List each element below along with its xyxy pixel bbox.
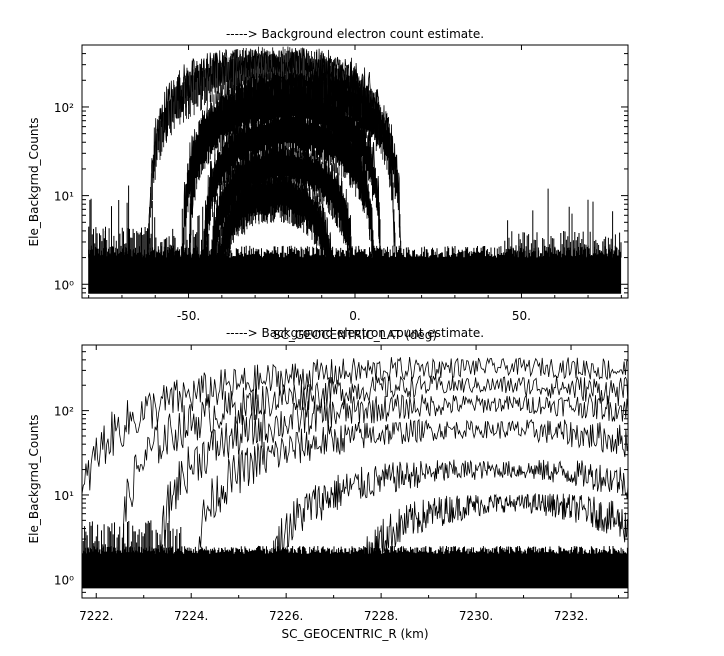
panel2-y-ticks: 10⁰ 10¹ 10² bbox=[54, 344, 628, 599]
panel2-series-line bbox=[157, 392, 629, 584]
panel2-series-line bbox=[191, 418, 629, 584]
panel2-series-line bbox=[262, 459, 629, 584]
panel1-series-band bbox=[181, 84, 382, 289]
panel1-plot-area bbox=[88, 46, 622, 294]
panel1-noise-floor bbox=[88, 245, 622, 294]
panel1-x-ticks: -50. 0. 50. bbox=[88, 45, 622, 323]
panel2-x-tick-label: 7228. bbox=[364, 609, 398, 623]
panel1-series-band bbox=[216, 173, 334, 289]
panel2-plot-area bbox=[81, 357, 629, 589]
panel2-x-tick-label: 7224. bbox=[174, 609, 208, 623]
panel1-y-tick-label: 10⁰ bbox=[54, 278, 74, 292]
panel2-y-tick-label: 10² bbox=[54, 405, 74, 419]
panel2-y-tick-label: 10⁰ bbox=[54, 573, 74, 587]
panel2-y-axis-label: Ele_Backgrnd_Counts bbox=[27, 415, 41, 544]
panel2-x-tick-label: 7226. bbox=[269, 609, 303, 623]
panel2-x-tick-label: 7222. bbox=[79, 609, 113, 623]
panel2-frame bbox=[81, 344, 629, 599]
panel2-y-tick-label: 10¹ bbox=[54, 489, 74, 503]
panel1-y-axis-label: Ele_Backgrnd_Counts bbox=[27, 118, 41, 247]
panel1-x-tick-label: 50. bbox=[512, 309, 531, 323]
panel2-series-line bbox=[119, 374, 629, 568]
panel2-series-line bbox=[81, 357, 629, 495]
panel-latitude: -----> Background electron count estimat… bbox=[27, 27, 629, 342]
panel1-noise-bursts bbox=[88, 185, 622, 258]
panel1-title: -----> Background electron count estimat… bbox=[226, 27, 484, 41]
panel2-title: -----> Background electron count estimat… bbox=[226, 326, 484, 340]
panel-radius: -----> Background electron count estimat… bbox=[27, 326, 629, 641]
panel2-series-line bbox=[347, 492, 629, 584]
panel1-x-tick-label: -50. bbox=[177, 309, 200, 323]
panel1-y-tick-label: 10¹ bbox=[54, 190, 74, 204]
panel1-x-axis-label: SC_GEOCENTRIC_LAT (deg) bbox=[273, 328, 437, 342]
panel1-y-ticks: 10⁰ 10¹ 10² bbox=[54, 44, 628, 299]
panel2-x-tick-label: 7232. bbox=[554, 609, 588, 623]
panel1-series-band bbox=[202, 111, 375, 289]
panel2-x-axis-label: SC_GEOCENTRIC_R (km) bbox=[282, 627, 429, 641]
panel1-y-tick-label: 10² bbox=[54, 101, 74, 115]
panel2-x-ticks: 7222. 7224. 7226. 7228. 7230. 7232. bbox=[79, 345, 620, 623]
panel2-x-tick-label: 7230. bbox=[459, 609, 493, 623]
panel1-x-tick-label: 0. bbox=[349, 309, 360, 323]
